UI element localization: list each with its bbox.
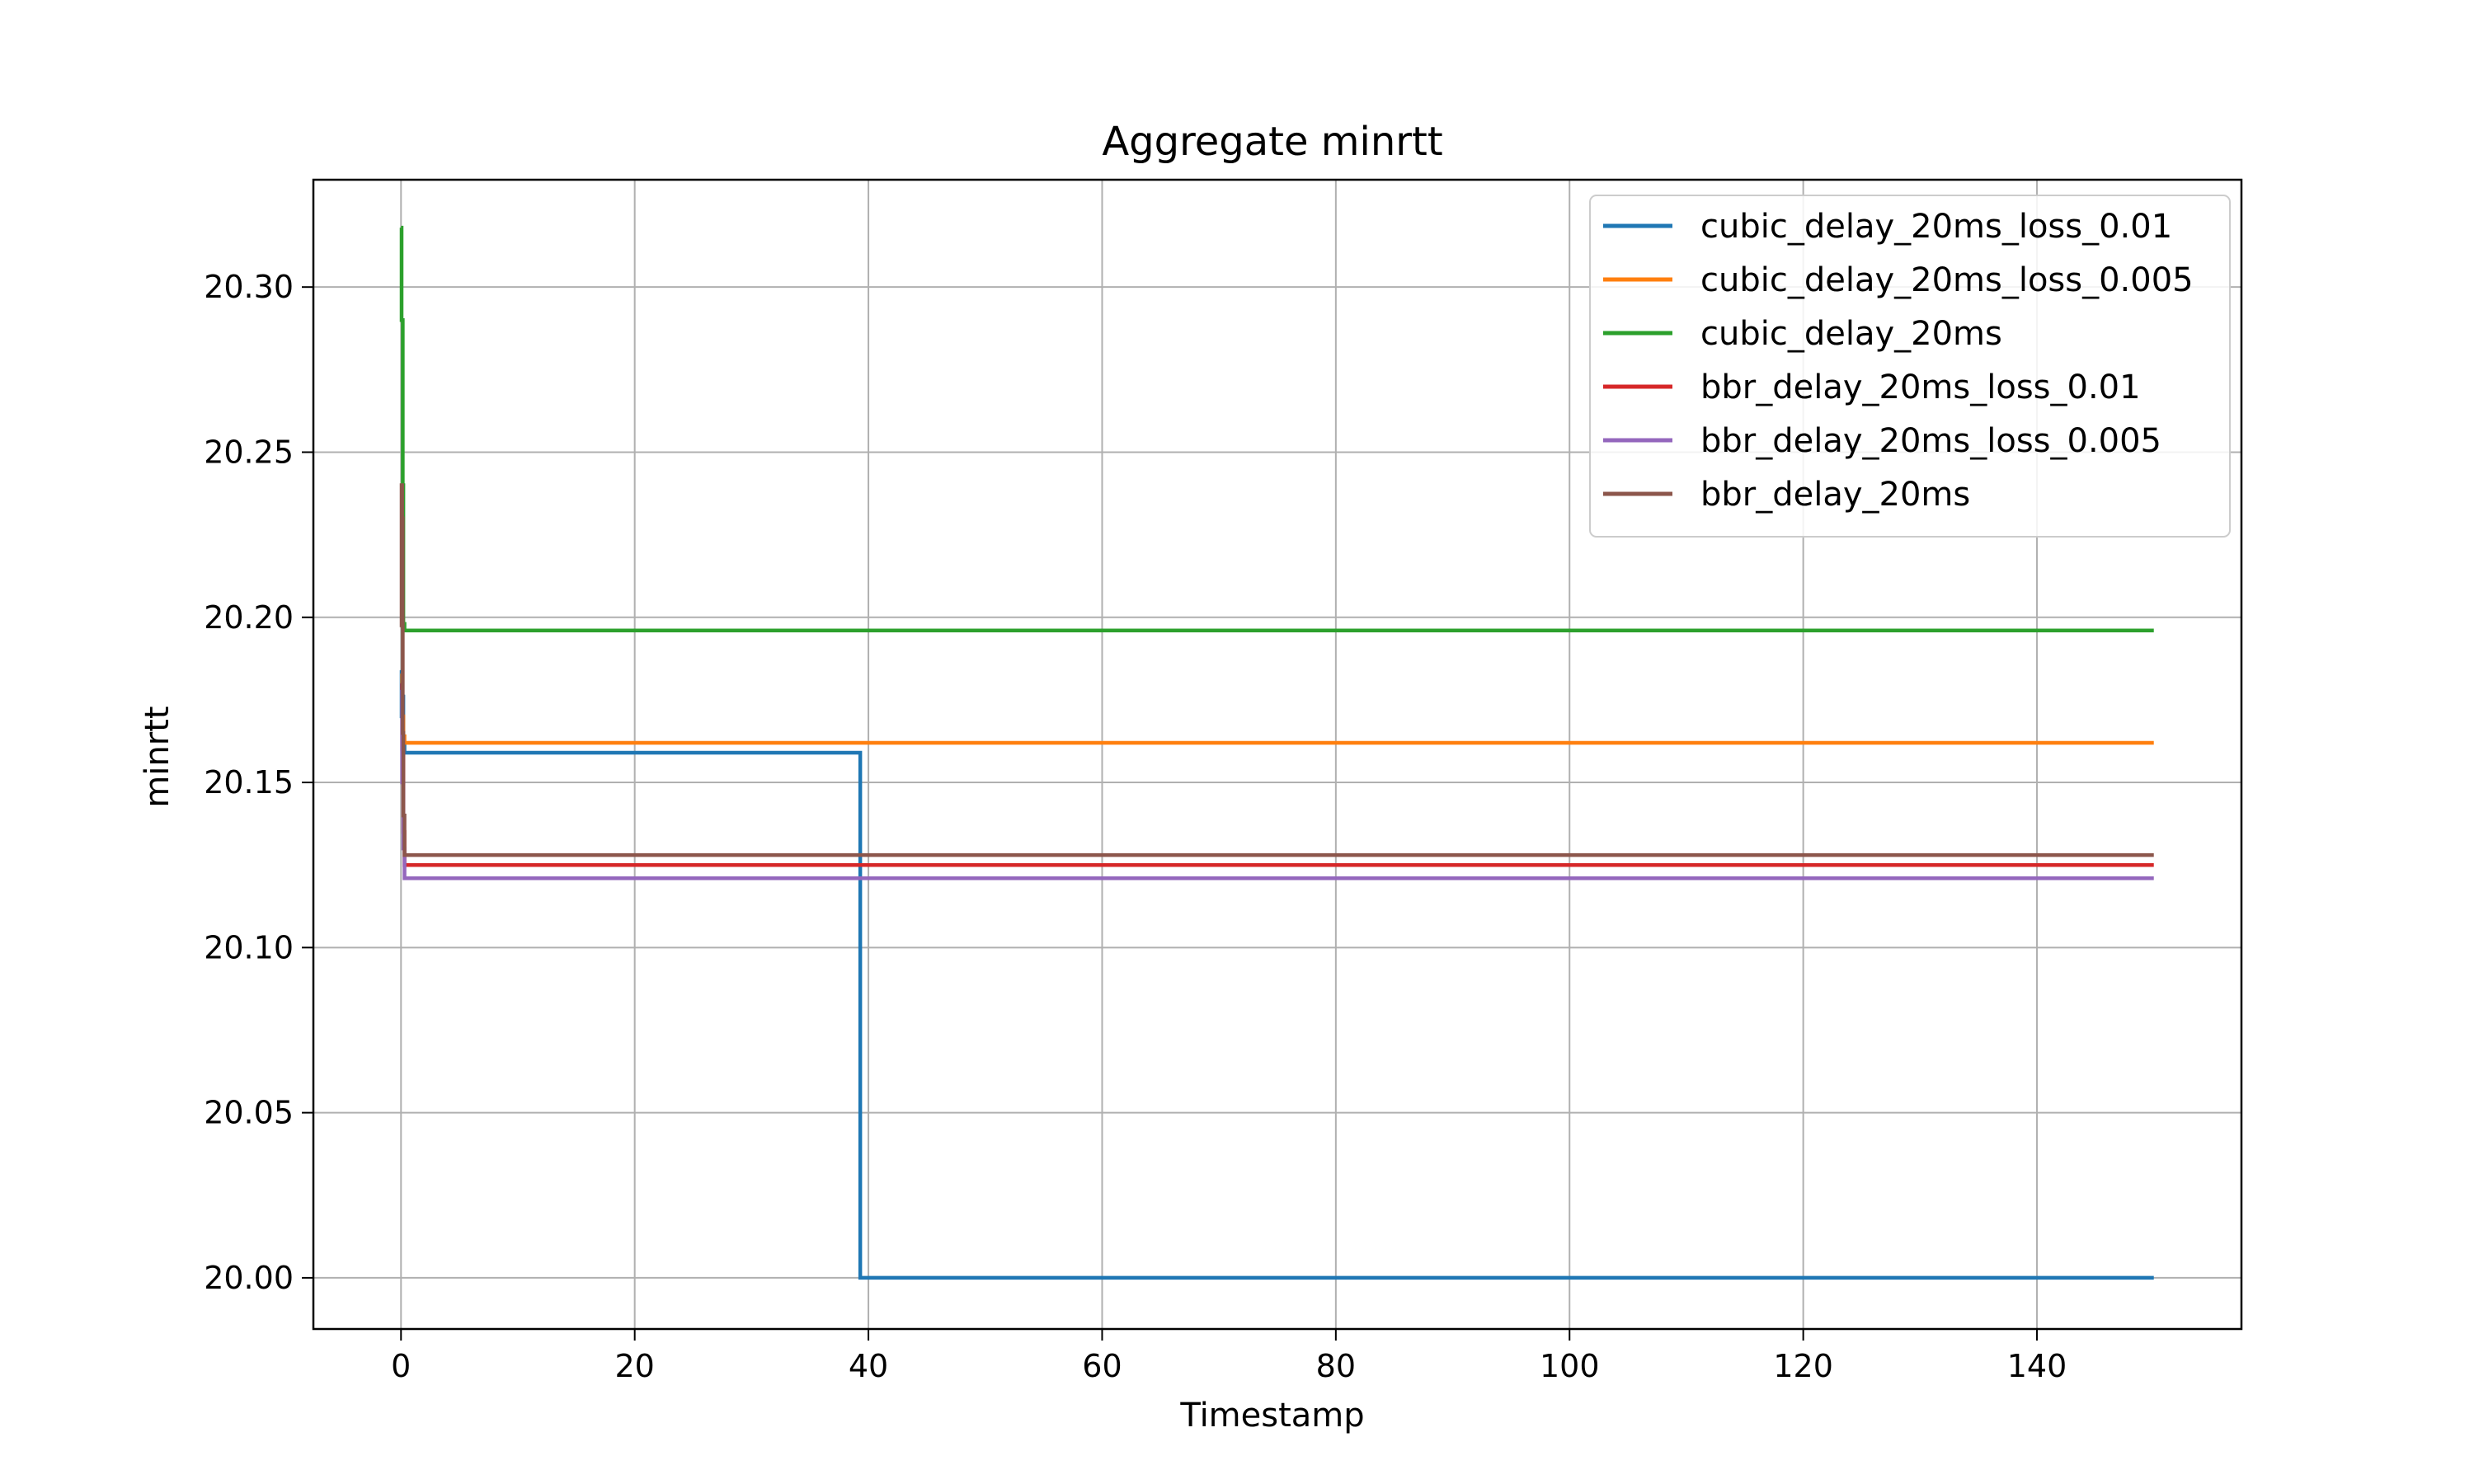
plot-area-frame	[312, 178, 2243, 1331]
legend-entry: bbr_delay_20ms	[1700, 476, 1970, 514]
y-tick-label: 20.25	[204, 434, 294, 470]
series-line-3	[400, 681, 2154, 867]
legend-entry: cubic_delay_20ms	[1700, 315, 2002, 353]
x-tick-label: 120	[1773, 1348, 1833, 1384]
x-tick-label: 60	[1082, 1348, 1122, 1384]
legend-box	[1589, 195, 2231, 538]
x-tick-label: 140	[2007, 1348, 2067, 1384]
y-axis-label: minrtt	[139, 706, 176, 807]
x-tick-label: 40	[849, 1348, 888, 1384]
legend-entry: bbr_delay_20ms_loss_0.005	[1700, 422, 2161, 460]
series-line-5	[399, 483, 2154, 857]
chart-title: Aggregate minrtt	[1102, 119, 1442, 165]
y-axis: 20.00 20.05 20.10 20.15 20.20 20.25 20.30	[204, 269, 313, 1296]
x-tick-label: 100	[1540, 1348, 1600, 1384]
legend-entry: bbr_delay_20ms_loss_0.01	[1700, 369, 2141, 406]
legend: cubic_delay_20ms_loss_0.01 cubic_delay_20…	[1589, 195, 2231, 538]
series-line-1	[400, 671, 2154, 745]
x-axis-label: Timestamp	[1179, 1397, 1364, 1435]
y-tick-label: 20.20	[204, 599, 294, 636]
y-tick-label: 20.15	[204, 764, 294, 801]
x-tick-label: 0	[391, 1348, 411, 1384]
y-tick-label: 20.05	[204, 1095, 294, 1131]
plot-series	[399, 225, 2154, 1280]
y-tick-label: 20.00	[204, 1260, 294, 1296]
y-tick-label: 20.10	[204, 929, 294, 965]
legend-entry: cubic_delay_20ms_loss_0.005	[1700, 261, 2194, 299]
series-line-4	[400, 688, 2154, 881]
x-tick-label: 20	[614, 1348, 654, 1384]
x-axis: 0 20 40 60 80 100 120 140	[391, 1329, 2067, 1384]
y-tick-label: 20.30	[204, 269, 294, 305]
x-tick-label: 80	[1316, 1348, 1356, 1384]
legend-entry: cubic_delay_20ms_loss_0.01	[1700, 208, 2172, 246]
series-line-0	[399, 668, 2154, 1280]
